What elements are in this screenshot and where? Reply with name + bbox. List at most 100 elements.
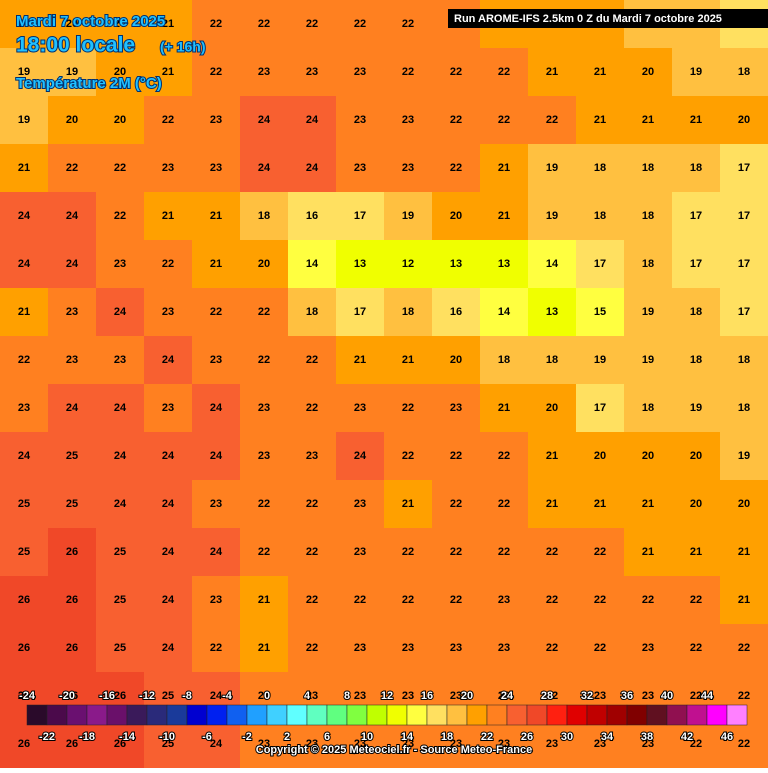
- temperature-value: 22: [258, 354, 270, 366]
- temperature-value: 25: [162, 690, 174, 702]
- temperature-value: 21: [690, 114, 702, 126]
- legend-swatch: [286, 704, 308, 726]
- temperature-value: 14: [498, 306, 511, 318]
- temperature-cell: [480, 576, 529, 625]
- temperature-cell: [48, 576, 97, 625]
- temperature-cell: [192, 480, 241, 529]
- legend-label: 30: [561, 731, 573, 743]
- temperature-cell: [480, 240, 529, 289]
- temperature-value: 20: [450, 354, 462, 366]
- temperature-value: 17: [738, 306, 750, 318]
- temperature-cell: [336, 48, 385, 97]
- time: 18:00 locale: [16, 34, 135, 57]
- temperature-cell: [240, 432, 289, 481]
- temperature-cell: [720, 288, 768, 337]
- temperature-value: 24: [18, 258, 31, 270]
- temperature-cell: [624, 720, 673, 769]
- temperature-cell: [528, 48, 577, 97]
- temperature-value: 22: [546, 546, 558, 558]
- temperature-cell: [384, 144, 433, 193]
- temperature-value: 24: [18, 450, 31, 462]
- temperature-value: 24: [306, 114, 319, 126]
- temperature-cell: [96, 48, 145, 97]
- legend-label: 22: [481, 731, 493, 743]
- temperature-cell: [144, 384, 193, 433]
- temperature-value: 17: [738, 162, 750, 174]
- run-info: Run AROME-IFS 2.5km 0 Z du Mardi 7 octob…: [454, 13, 722, 25]
- temperature-cell: [288, 624, 337, 673]
- temperature-cell: [384, 432, 433, 481]
- temperature-cell: [288, 96, 337, 145]
- temperature-value: 15: [594, 306, 606, 318]
- temperature-cell: [96, 432, 145, 481]
- legend-swatch: [66, 704, 88, 726]
- legend-swatch: [706, 704, 728, 726]
- temperature-cell: [432, 288, 481, 337]
- temperature-cell: [288, 0, 337, 49]
- legend-swatch: [446, 704, 468, 726]
- temperature-value: 23: [402, 114, 414, 126]
- temperature-cell: [192, 192, 241, 241]
- temperature-cell: [672, 336, 721, 385]
- temperature-value: 22: [306, 18, 318, 30]
- temperature-cell: [432, 336, 481, 385]
- temperature-cell: [384, 336, 433, 385]
- temperature-value: 20: [114, 66, 126, 78]
- temperature-cell: [240, 624, 289, 673]
- temperature-cell: [192, 336, 241, 385]
- temperature-value: 26: [18, 690, 30, 702]
- temperature-value: 22: [306, 402, 318, 414]
- temperature-cell: [576, 192, 625, 241]
- temperature-value: 26: [66, 690, 78, 702]
- temperature-value: 19: [546, 162, 558, 174]
- temperature-cell: [0, 432, 49, 481]
- temperature-value: 13: [498, 258, 510, 270]
- temperature-value: 19: [690, 402, 702, 414]
- temperature-cell: [240, 576, 289, 625]
- temperature-value: 22: [306, 498, 318, 510]
- temperature-value: 21: [498, 210, 510, 222]
- legend-label: -10: [159, 731, 175, 743]
- temperature-value: 18: [594, 210, 606, 222]
- temperature-cell: [480, 288, 529, 337]
- temperature-value: 22: [258, 546, 270, 558]
- temperature-cell: [336, 480, 385, 529]
- temperature-value: 18: [546, 354, 558, 366]
- temperature-value: 24: [162, 354, 175, 366]
- temperature-value: 20: [114, 18, 126, 30]
- temperature-value: 19: [594, 354, 606, 366]
- temperature-value: 23: [162, 162, 174, 174]
- temperature-value: 18: [642, 210, 654, 222]
- temperature-value: 18: [402, 306, 414, 318]
- temperature-cell: [48, 288, 97, 337]
- temperature-cell: [192, 624, 241, 673]
- temperature-value: 20: [66, 18, 78, 30]
- legend-swatch: [526, 704, 548, 726]
- temperature-cell: [672, 624, 721, 673]
- temperature-value: 23: [546, 738, 558, 750]
- temperature-value: 21: [690, 546, 702, 558]
- temperature-cell: [192, 432, 241, 481]
- temperature-value: 23: [354, 114, 366, 126]
- legend-label: 12: [381, 690, 393, 702]
- temperature-value: 21: [210, 210, 222, 222]
- legend-label: 40: [661, 690, 673, 702]
- temperature-cell: [240, 144, 289, 193]
- legend-label: 20: [461, 690, 473, 702]
- legend-swatch: [406, 704, 428, 726]
- legend-label: 24: [501, 690, 514, 702]
- temperature-cell: [96, 336, 145, 385]
- temperature-value: 23: [498, 690, 510, 702]
- temperature-value: 13: [354, 258, 366, 270]
- temperature-cell: [240, 384, 289, 433]
- copyright: Copyright © 2025 Meteociel.fr - Source M…: [256, 744, 532, 756]
- temperature-value: 18: [306, 306, 318, 318]
- temperature-value: 20: [642, 66, 654, 78]
- legend-swatch: [126, 704, 148, 726]
- legend-label: -22: [39, 731, 55, 743]
- temperature-cell: [96, 288, 145, 337]
- temperature-value: 22: [210, 18, 222, 30]
- temperature-value: 20: [642, 450, 654, 462]
- temperature-cell: [384, 624, 433, 673]
- temperature-cell: [528, 288, 577, 337]
